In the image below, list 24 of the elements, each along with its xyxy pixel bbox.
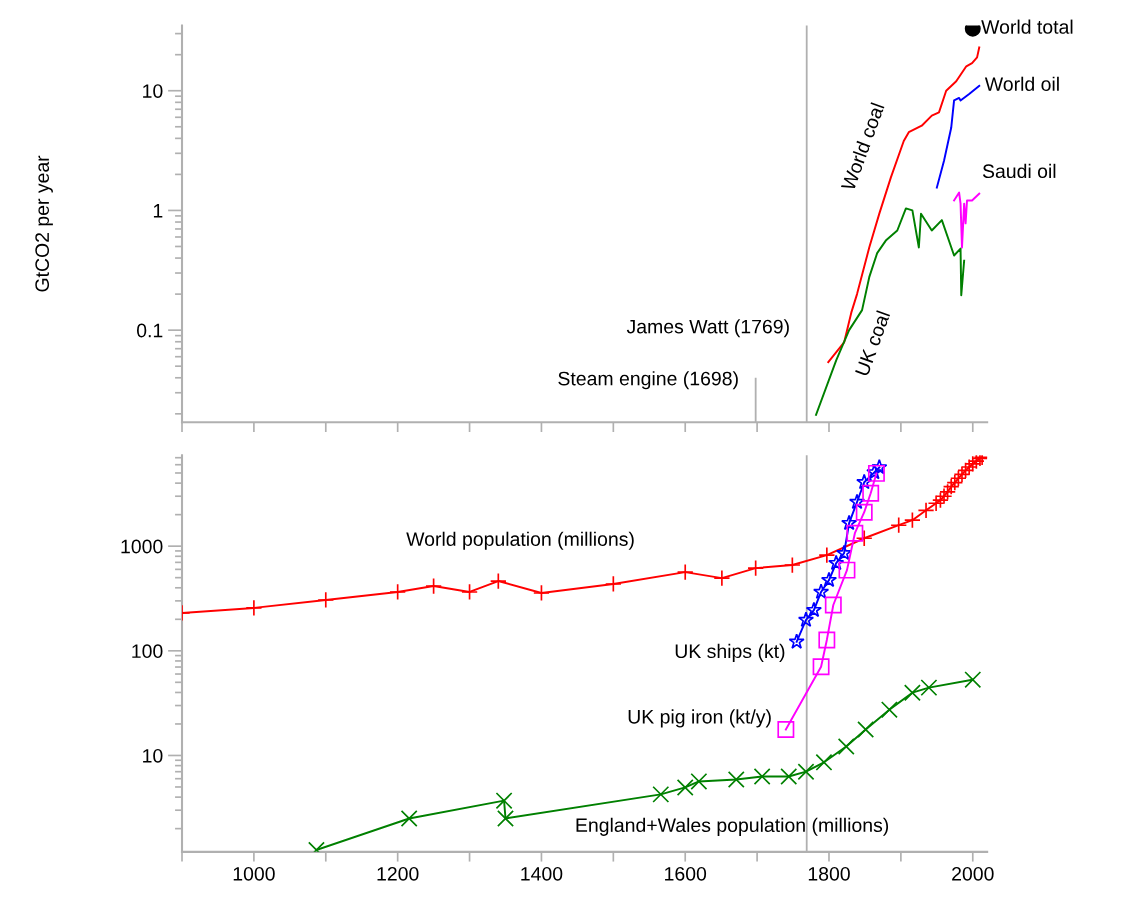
x-tick-label: 1400 xyxy=(521,866,563,881)
ref-line-label: Steam engine (1698) xyxy=(558,371,738,390)
series-label: World total xyxy=(981,19,1073,34)
x-tick-label: 1000 xyxy=(233,866,275,881)
x-tick-label: 1600 xyxy=(665,866,707,881)
y-tick-label: 0.1 xyxy=(136,323,163,338)
series-label: England+Wales population (millions) xyxy=(576,817,889,836)
series-label: UK pig iron (kt/y) xyxy=(628,709,771,728)
y-tick-label: 100 xyxy=(132,644,163,659)
series-label: World oil xyxy=(984,76,1059,91)
x-tick-label: 2000 xyxy=(952,866,994,881)
series-label: UK ships (kt) xyxy=(675,643,785,662)
x-tick-label: 1800 xyxy=(808,866,850,881)
y-tick-label: 10 xyxy=(143,748,163,763)
y-tick-label: 10 xyxy=(143,84,163,98)
text: UK coal xyxy=(854,310,891,377)
series-label: World population (millions) xyxy=(406,531,634,550)
x-tick-label: 1200 xyxy=(377,866,419,881)
ref-line-label: James Watt (1769) xyxy=(626,319,789,338)
series-label: Saudi oil xyxy=(982,163,1056,179)
y-tick-label: 1000 xyxy=(121,539,163,554)
text: World coal xyxy=(840,102,885,192)
y-axis-title: GtCO2 per year xyxy=(35,155,53,292)
y-tick-label: 1 xyxy=(153,204,163,218)
